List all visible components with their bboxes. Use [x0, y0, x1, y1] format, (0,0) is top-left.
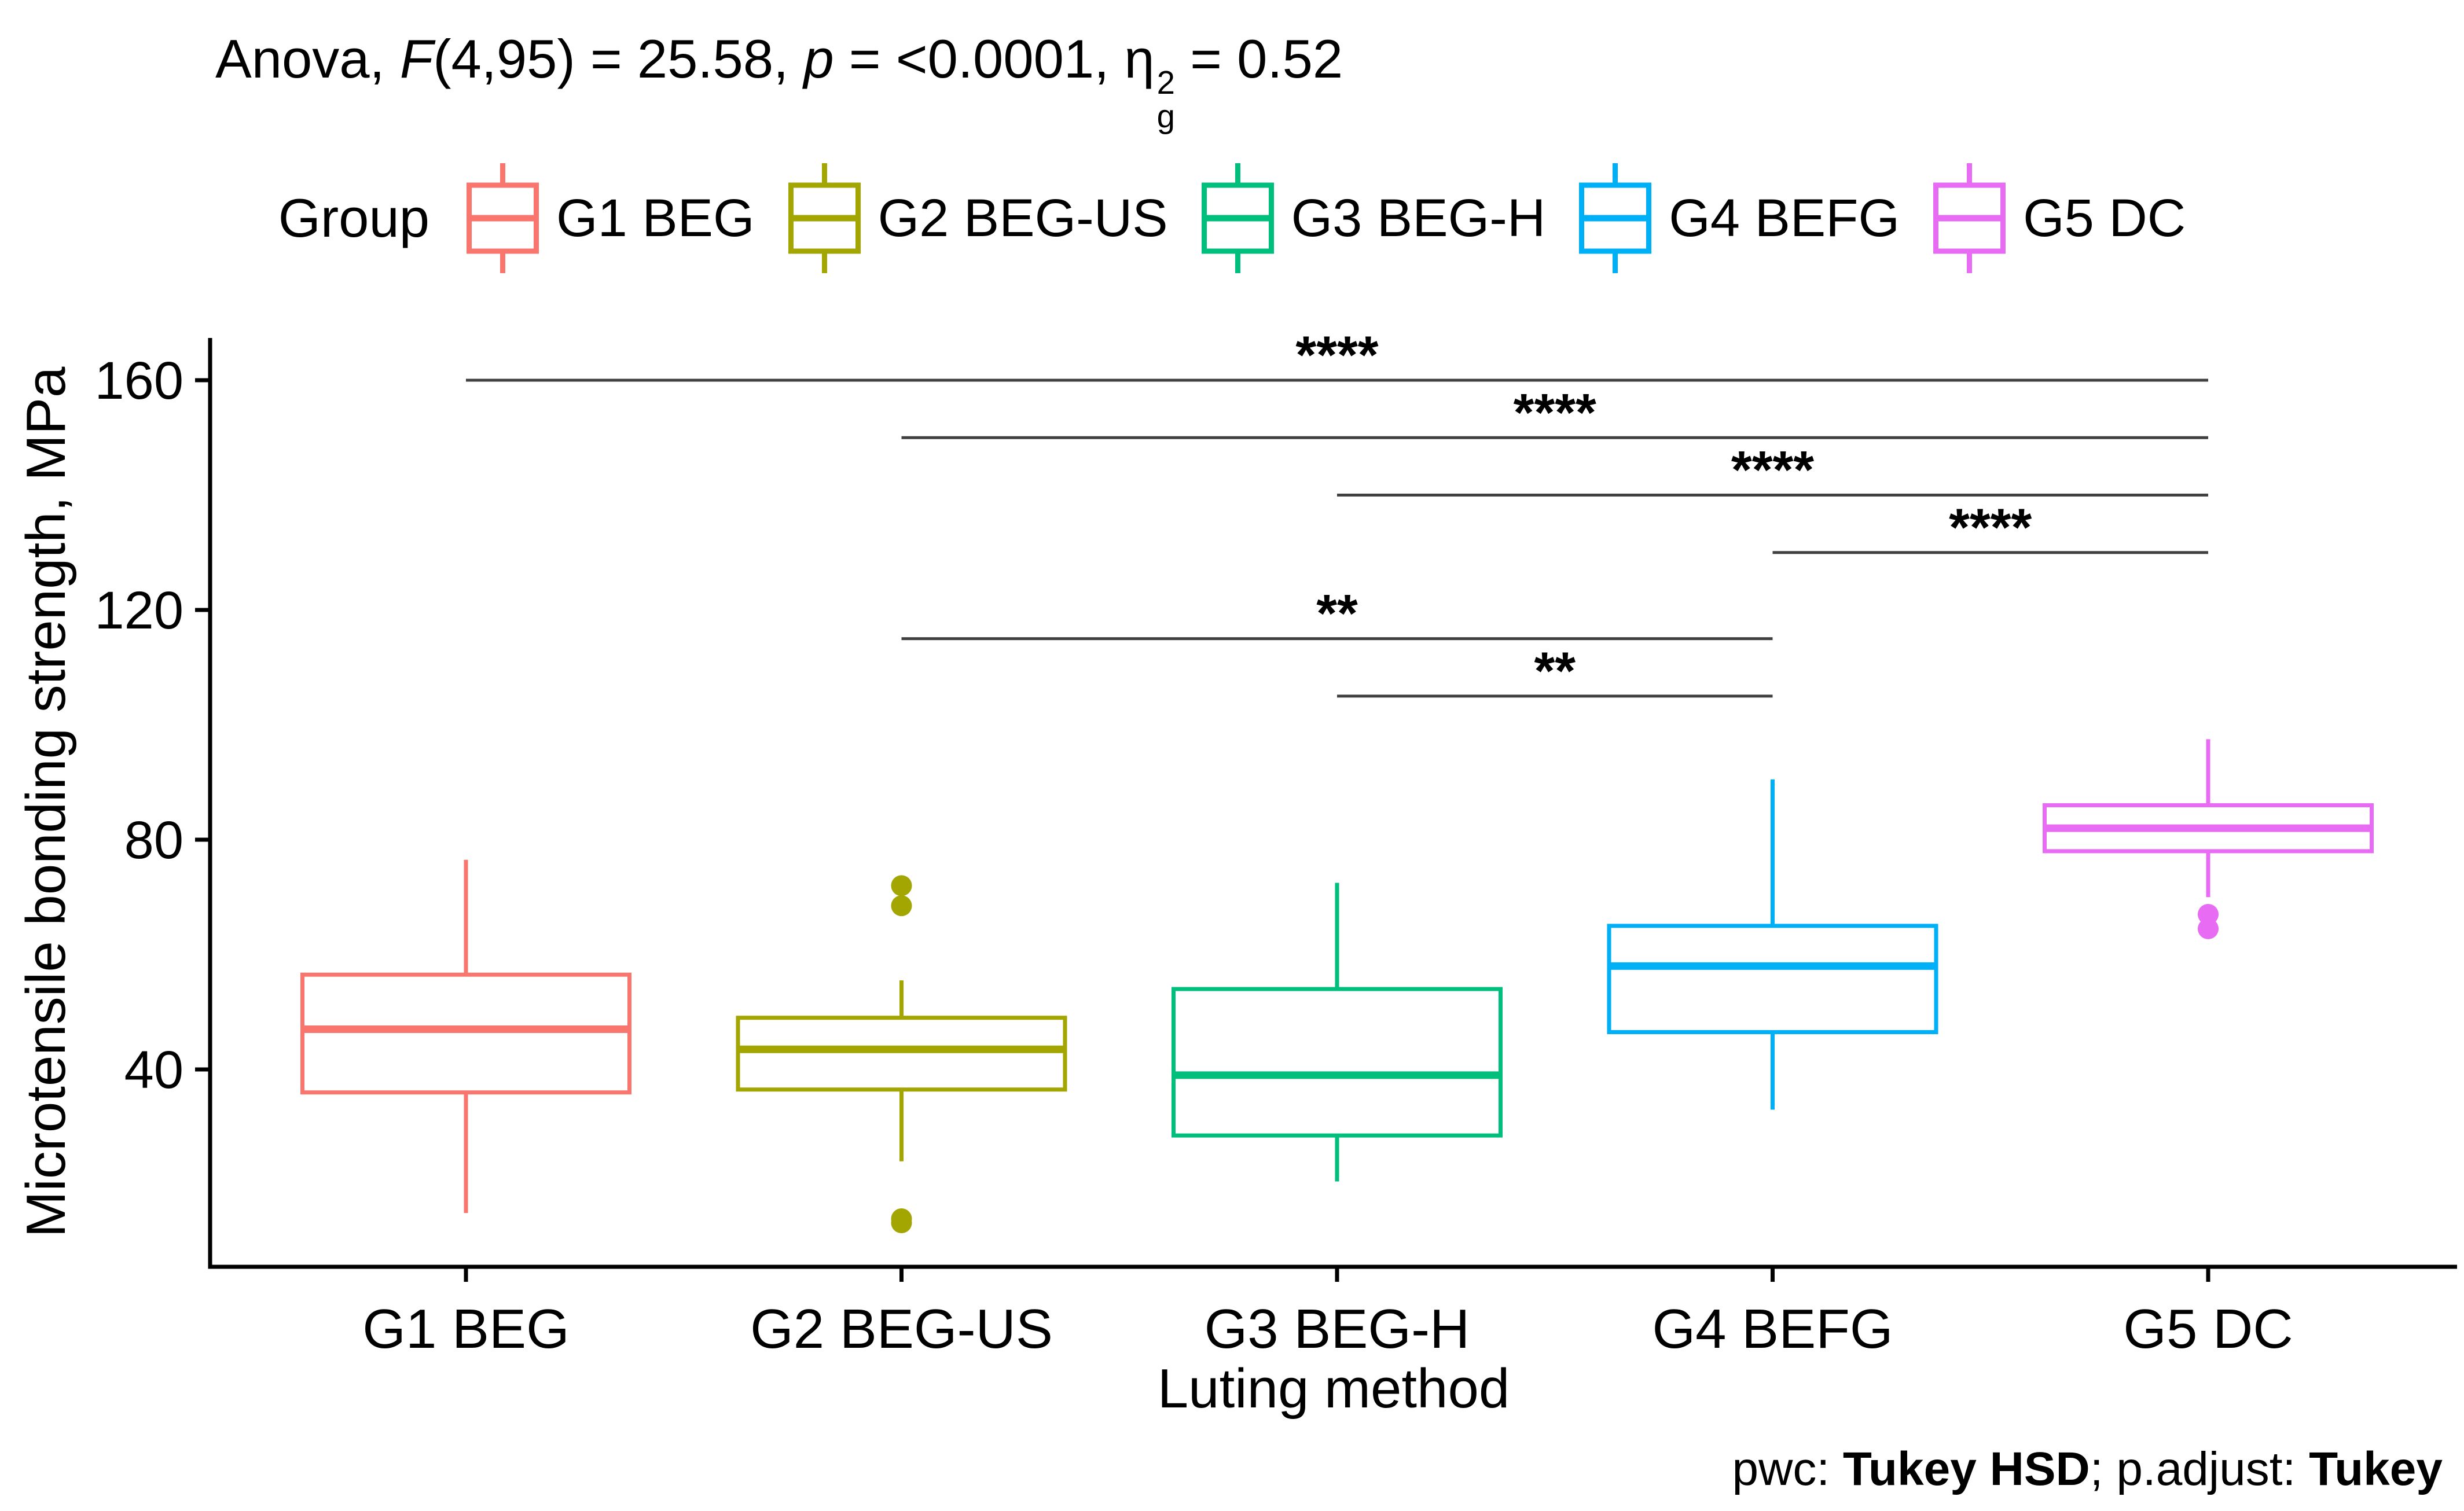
x-tick-label-g2-beg-us: G2 BEG-US — [750, 1298, 1053, 1360]
caption: pwc: Tukey HSD; p.adjust: Tukey — [1732, 1442, 2443, 1497]
caption-adjust-value: Tukey — [2309, 1443, 2443, 1495]
significance-label-g3-beg-h-g5-dc: **** — [1731, 441, 1814, 500]
boxplot-key-icon — [1933, 163, 2006, 273]
caption-pwc-value: Tukey HSD — [1842, 1443, 2090, 1495]
boxplot-key-icon — [788, 163, 861, 273]
significance-label-g2-beg-us-g4-befg: ** — [1316, 584, 1358, 644]
boxplot-key-icon — [1579, 163, 1652, 273]
y-tick-label-40: 40 — [124, 1041, 183, 1100]
boxplot-key-icon — [467, 163, 539, 273]
y-tick-label-80: 80 — [124, 811, 183, 870]
title-p-symbol: p — [803, 28, 834, 89]
boxplot-key-icon — [1201, 163, 1274, 273]
outlier-dot-g5-dc — [2198, 918, 2219, 939]
box-g4-befg — [1607, 924, 1938, 1034]
outlier-dot-g2-beg-us — [891, 1212, 912, 1233]
x-tick-label-g4-befg: G4 BEFG — [1652, 1298, 1893, 1360]
caption-separator: ; p.adjust: — [2090, 1443, 2309, 1495]
title-p-value: = <0.0001, — [833, 28, 1125, 89]
legend-label: G5 DC — [2023, 188, 2186, 248]
legend-items: G1 BEG G2 BEG-US G3 BEG-H G4 BEFG G5 DC — [467, 163, 2186, 273]
y-axis-title: Microtensile bonding strength, MPa — [15, 366, 77, 1238]
outlier-dot-g2-beg-us — [891, 895, 912, 917]
outlier-dot-g2-beg-us — [891, 875, 912, 896]
legend-title: Group — [278, 188, 430, 248]
y-tick-label-120: 120 — [95, 581, 184, 640]
legend: Group G1 BEG G2 BEG-US G3 BEG-H G4 BEFG G5 D… — [0, 163, 2464, 273]
legend-label: G3 BEG-H — [1291, 188, 1546, 248]
box-g2-beg-us — [736, 1016, 1067, 1092]
significance-label-g1-beg-g5-dc: **** — [1295, 326, 1378, 385]
caption-pwc-label: pwc: — [1732, 1443, 1843, 1495]
legend-item-g1-beg: G1 BEG — [467, 163, 755, 273]
x-tick-label-g5-dc: G5 DC — [2123, 1298, 2293, 1360]
title-f-symbol: F — [399, 28, 434, 89]
box-g3-beg-h — [1172, 987, 1503, 1138]
legend-item-g2-beg-us: G2 BEG-US — [788, 163, 1168, 273]
outlier-dot-g5-dc — [2198, 904, 2219, 925]
box-g1-beg — [300, 972, 631, 1095]
title-eta-symbol: η — [1124, 28, 1155, 89]
legend-item-g4-befg: G4 BEFG — [1579, 163, 1900, 273]
significance-label-g3-beg-h-g4-befg: ** — [1534, 642, 1576, 701]
x-tick-label-g1-beg: G1 BEG — [362, 1298, 569, 1360]
legend-label: G4 BEFG — [1669, 188, 1900, 248]
significance-label-g4-befg-g5-dc: **** — [1949, 498, 2032, 557]
significance-label-g2-beg-us-g5-dc: **** — [1514, 383, 1596, 442]
legend-item-g3-beg-h: G3 BEG-H — [1201, 163, 1546, 273]
legend-item-g5-dc: G5 DC — [1933, 163, 2186, 273]
title-eta-sub: g — [1156, 97, 1176, 134]
x-axis-title: Luting method — [1157, 1358, 1510, 1420]
title-eta-sup: 2 — [1156, 64, 1176, 101]
title-eta-value: = 0.52 — [1175, 28, 1343, 89]
x-tick-label-g3-beg-h: G3 BEG-H — [1205, 1298, 1470, 1360]
title-prefix: Anova, — [215, 28, 400, 89]
legend-label: G2 BEG-US — [877, 188, 1168, 248]
legend-label: G1 BEG — [556, 188, 755, 248]
title-f-stats: (4,95) = 25.58, — [433, 28, 804, 89]
y-tick-label-160: 160 — [95, 351, 184, 410]
